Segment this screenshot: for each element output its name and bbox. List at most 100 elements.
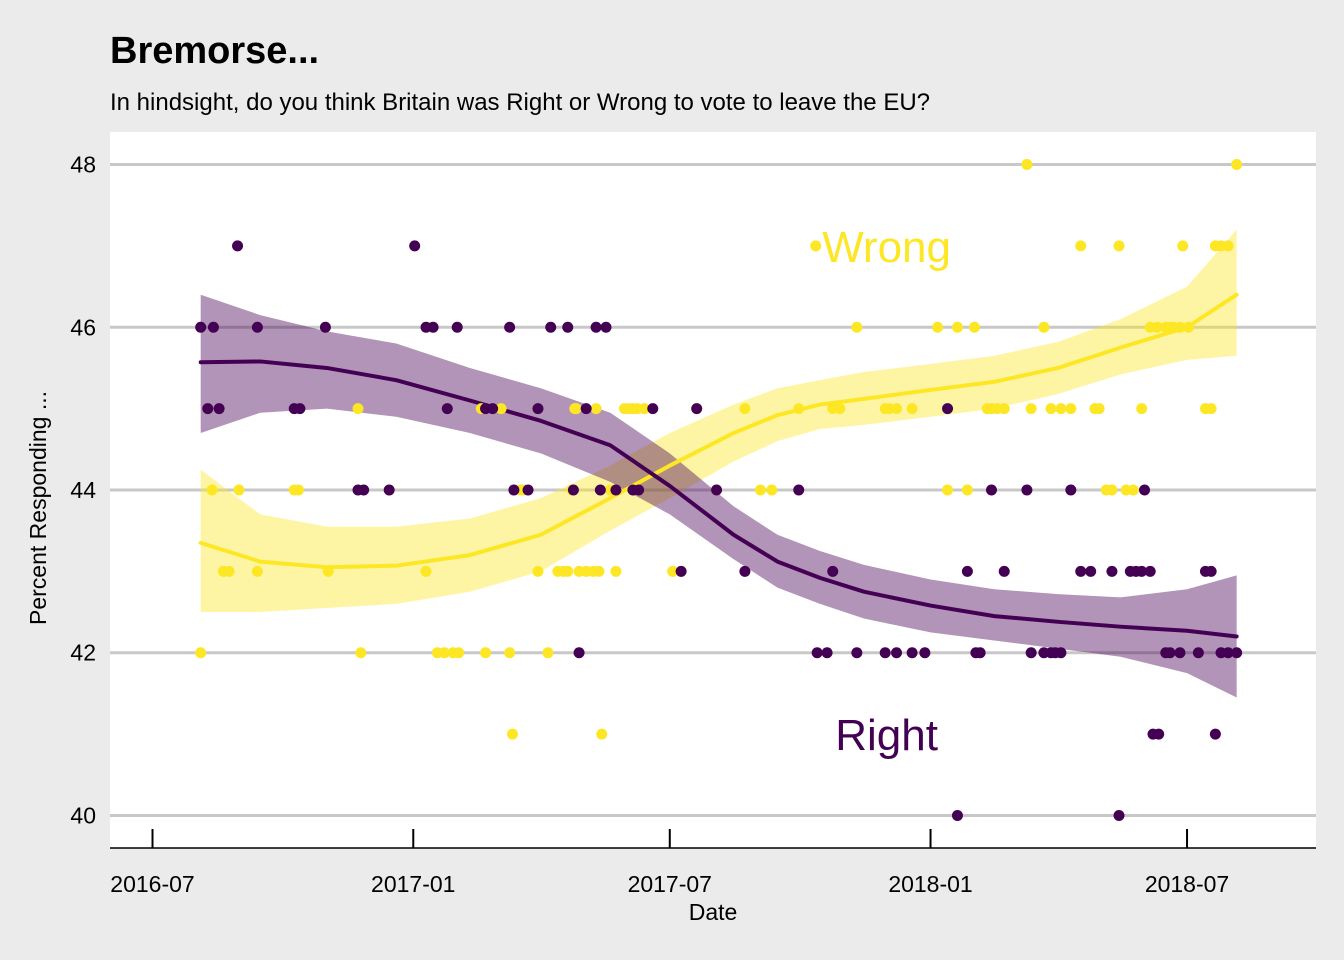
confidence-band-right xyxy=(200,294,1237,698)
data-point-wrong xyxy=(810,240,822,252)
data-point-right xyxy=(580,403,592,415)
data-points xyxy=(195,159,1243,821)
data-point-right xyxy=(1055,647,1067,659)
data-point-wrong xyxy=(352,403,364,415)
data-point-right xyxy=(1139,484,1151,496)
data-point-right xyxy=(827,565,839,577)
x-axis-title: Date xyxy=(689,899,738,925)
trend-line-wrong xyxy=(198,292,1239,570)
data-point-wrong xyxy=(851,321,863,333)
data-point-right xyxy=(195,321,207,333)
data-point-wrong xyxy=(562,565,574,577)
data-point-right xyxy=(610,484,622,496)
data-point-wrong xyxy=(453,647,465,659)
data-point-right xyxy=(951,809,963,821)
data-point-right xyxy=(567,484,579,496)
data-point-wrong xyxy=(355,647,367,659)
data-point-wrong xyxy=(638,403,650,415)
data-point-right xyxy=(427,321,439,333)
data-point-right xyxy=(879,647,891,659)
data-point-wrong xyxy=(195,647,207,659)
data-point-right xyxy=(1085,565,1097,577)
data-point-wrong xyxy=(420,565,432,577)
data-point-wrong xyxy=(1127,484,1139,496)
data-point-wrong xyxy=(1021,159,1033,171)
data-point-right xyxy=(562,321,574,333)
data-point-right xyxy=(573,647,585,659)
data-point-right xyxy=(1222,647,1234,659)
trend-lines xyxy=(198,292,1239,639)
data-point-right xyxy=(504,321,516,333)
data-point-wrong xyxy=(292,484,304,496)
data-point-wrong xyxy=(754,484,766,496)
data-point-wrong xyxy=(1045,403,1057,415)
data-point-wrong xyxy=(251,565,263,577)
data-point-wrong xyxy=(1222,240,1234,252)
data-point-wrong xyxy=(1038,321,1050,333)
annotation-wrong: Wrong xyxy=(822,223,951,272)
data-point-right xyxy=(1153,728,1165,740)
data-point-right xyxy=(675,565,687,577)
data-point-wrong xyxy=(906,403,918,415)
data-point-wrong xyxy=(438,647,450,659)
data-point-right xyxy=(358,484,370,496)
x-tick-label: 2018-07 xyxy=(1145,871,1229,897)
data-point-right xyxy=(294,403,306,415)
data-point-right xyxy=(590,321,602,333)
data-point-right xyxy=(793,484,805,496)
data-point-wrong xyxy=(1065,403,1077,415)
data-point-right xyxy=(739,565,751,577)
data-point-wrong xyxy=(961,484,973,496)
data-point-right xyxy=(522,484,534,496)
data-point-right xyxy=(998,565,1010,577)
data-point-right xyxy=(251,321,263,333)
data-point-wrong xyxy=(590,403,602,415)
data-point-right xyxy=(985,484,997,496)
y-tick-label: 42 xyxy=(70,640,96,666)
x-tick-label: 2017-07 xyxy=(628,871,712,897)
data-point-wrong xyxy=(968,321,980,333)
data-point-wrong xyxy=(667,565,679,577)
data-point-wrong xyxy=(570,403,582,415)
data-point-wrong xyxy=(793,403,805,415)
annotation-right: Right xyxy=(835,711,938,760)
data-point-right xyxy=(1192,647,1204,659)
data-point-wrong xyxy=(1113,240,1125,252)
data-point-wrong xyxy=(1177,240,1189,252)
data-point-wrong xyxy=(766,484,778,496)
data-point-wrong xyxy=(1055,403,1067,415)
data-point-right xyxy=(1113,809,1125,821)
chart-title: Bremorse... xyxy=(110,30,319,72)
data-point-wrong xyxy=(739,403,751,415)
data-point-right xyxy=(1231,647,1243,659)
data-point-right xyxy=(851,647,863,659)
data-point-wrong xyxy=(542,647,554,659)
data-point-right xyxy=(1164,647,1176,659)
data-point-right xyxy=(1174,647,1186,659)
data-point-wrong xyxy=(891,403,903,415)
data-point-right xyxy=(711,484,723,496)
x-tick-label: 2018-01 xyxy=(888,871,972,897)
data-point-right xyxy=(1205,565,1217,577)
data-point-right xyxy=(1021,484,1033,496)
data-point-right xyxy=(811,647,823,659)
y-tick-label: 44 xyxy=(70,477,96,503)
data-point-wrong xyxy=(951,321,963,333)
y-axis-title: Percent Responding ... xyxy=(25,391,51,625)
data-point-right xyxy=(1136,565,1148,577)
data-point-wrong xyxy=(834,403,846,415)
data-point-wrong xyxy=(1151,321,1163,333)
data-point-right xyxy=(487,403,499,415)
data-point-right xyxy=(1209,728,1221,740)
data-point-wrong xyxy=(206,484,218,496)
data-point-wrong xyxy=(1025,403,1037,415)
data-point-right xyxy=(545,321,557,333)
data-point-wrong xyxy=(1136,403,1148,415)
data-point-wrong xyxy=(506,728,518,740)
data-point-right xyxy=(961,565,973,577)
data-point-right xyxy=(1065,484,1077,496)
x-tick-label: 2017-01 xyxy=(371,871,455,897)
data-point-wrong xyxy=(532,565,544,577)
data-point-wrong xyxy=(1182,321,1194,333)
